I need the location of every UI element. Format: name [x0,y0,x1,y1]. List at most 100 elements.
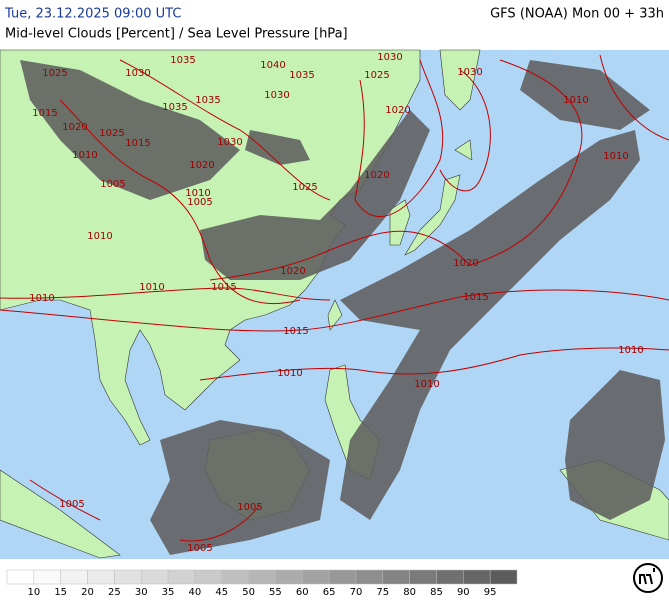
isobar-label: 1005 [187,197,212,208]
legend-label: 30 [135,587,148,598]
isobar-label: 1035 [162,102,187,113]
isobar-label: 1020 [453,258,478,269]
legend-label: 95 [484,587,497,598]
legend-swatch [33,569,61,585]
land [439,49,481,111]
isobar [59,99,301,305]
isobar-label: 1020 [62,122,87,133]
cloud-band [150,420,330,555]
isobar [209,59,583,281]
land [454,139,473,161]
legend-swatch [114,569,142,585]
isobar-label: 1035 [170,55,195,66]
legend-label: 45 [215,587,228,598]
isobar-label: 1010 [29,293,54,304]
legend: 10 15 20 25 30 35 40 45 50 55 60 65 70 75 80 85 90 95 [6,569,518,598]
isobar-label: 1015 [283,326,308,337]
legend-label: 75 [376,587,389,598]
isobar-label: 1005 [237,502,262,513]
legend-swatch [167,569,196,585]
legend-swatch [328,569,357,585]
legend-swatch [140,569,169,585]
isobar [439,69,491,192]
legend-label: 15 [54,587,67,598]
isobar-label: 1030 [125,68,150,79]
isobar-label: 1025 [42,68,67,79]
isobar-label: 1005 [100,179,125,190]
isobar-label: 1035 [195,95,220,106]
cloud-band [20,60,240,200]
isobar-label: 1015 [463,292,488,303]
legend-swatch [409,569,437,585]
legend-label: 50 [242,587,255,598]
legend-swatch [275,569,303,585]
isobar-label: 1040 [260,60,285,71]
legend-label: 85 [430,587,443,598]
isobar [199,347,669,381]
legend-swatch [489,569,518,585]
legend-label: 25 [108,587,121,598]
isobar-label: 1010 [277,368,302,379]
legend-swatch [60,569,88,585]
isobar-label: 1030 [377,52,402,63]
isobar-label: 1010 [603,151,628,162]
isobar [29,479,261,542]
legend-label: 55 [269,587,282,598]
isobar-label: 1005 [59,499,84,510]
isobar-label: 1010 [185,188,210,199]
legend-swatch [221,569,249,585]
legend-swatch [194,569,222,585]
legend-label: 40 [189,587,202,598]
isobar-label: 1025 [99,128,124,139]
isobar-label: 1030 [217,137,242,148]
header-title: Tue, 23.12.2025 09:00 UTC [4,7,181,22]
isobar-label: 1025 [364,70,389,81]
isobar-label: 1020 [280,266,305,277]
isobar-label: 1020 [189,160,214,171]
legend-label: 65 [323,587,336,598]
isobar-label: 1005 [187,543,212,554]
cloud-band [565,370,665,520]
legend-swatch [382,569,410,585]
land [389,199,411,246]
isobar-label: 1010 [563,95,588,106]
isobar-label: 1010 [87,231,112,242]
isobar [0,287,331,301]
isobar [0,289,669,332]
legend-swatch [355,569,384,585]
cloud-band [340,130,640,520]
isobar-label: 1010 [414,379,439,390]
isobar-label: 1020 [385,105,410,116]
isobar-label: 1015 [211,282,236,293]
isobar-label: 1015 [32,108,57,119]
cloud-band [520,60,650,130]
map [0,49,669,559]
isobar-label: 1015 [125,138,150,149]
land [0,469,121,559]
legend-label: 80 [403,587,416,598]
cloud-band [245,130,310,165]
isobar-label: 1030 [264,90,289,101]
legend-swatch [436,569,464,585]
isobar [599,54,669,141]
isobar [354,59,444,218]
isobar-label: 1030 [457,67,482,78]
legend-swatch [302,569,330,585]
legend-label: 90 [457,587,470,598]
isobar-label: 1010 [139,282,164,293]
legend-swatch [87,569,115,585]
isobar-label: 1035 [289,70,314,81]
cloud-band [200,110,430,280]
land [327,299,343,331]
legend-label: 20 [81,587,94,598]
isobar [119,59,331,201]
legend-label: 70 [350,587,363,598]
legend-swatch [6,569,35,585]
land [404,174,461,256]
legend-label: 60 [296,587,309,598]
isobar-label: 1010 [618,345,643,356]
legend-label: 10 [27,587,40,598]
header-model: GFS (NOAA) Mon 00 + 33h [490,7,664,22]
